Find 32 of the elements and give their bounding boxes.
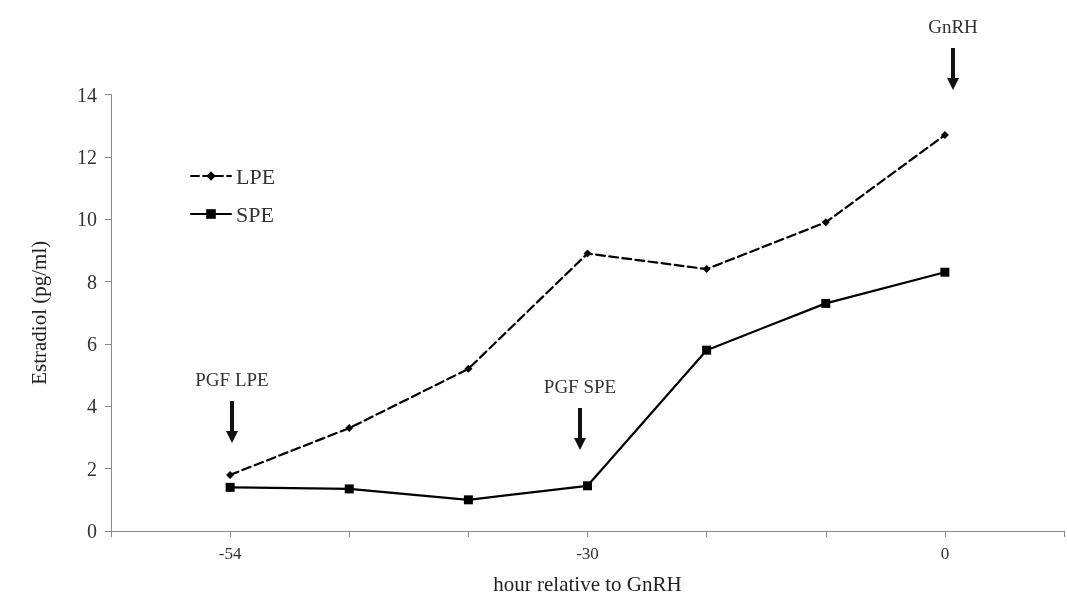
point [821,218,830,227]
annotation: PGF LPE [195,369,269,391]
point [702,265,711,274]
point [344,484,354,494]
y-tick-label: 12 [77,145,97,168]
y-tick-label: 6 [87,332,97,355]
y-tick-label: 4 [87,395,97,418]
point [345,424,354,433]
point [583,481,592,491]
point [226,470,235,479]
x-tick-label: -54 [218,544,242,563]
annotation: PGF SPE [543,376,617,398]
legend-label: SPE [236,201,274,227]
x-tick-label: -30 [576,544,599,563]
point [940,131,949,140]
y-tick-label: 0 [87,520,97,542]
x-axis-title: hour relative to GnRH [493,571,682,596]
y-tick-label: 14 [77,83,97,106]
point [940,267,950,277]
y-axis-title: Estradiol (pg/ml) [26,240,51,385]
point [225,482,235,492]
point [821,298,831,308]
point [464,364,473,373]
x-tick-label: 0 [940,544,950,563]
text: GnRH [928,16,978,38]
legend-label: LPE [236,163,276,189]
point [463,495,473,505]
y-tick-label: 10 [77,208,97,231]
point [583,249,592,258]
y-tick-label: 8 [87,270,97,293]
point [702,345,712,355]
y-tick-label: 2 [87,457,97,480]
